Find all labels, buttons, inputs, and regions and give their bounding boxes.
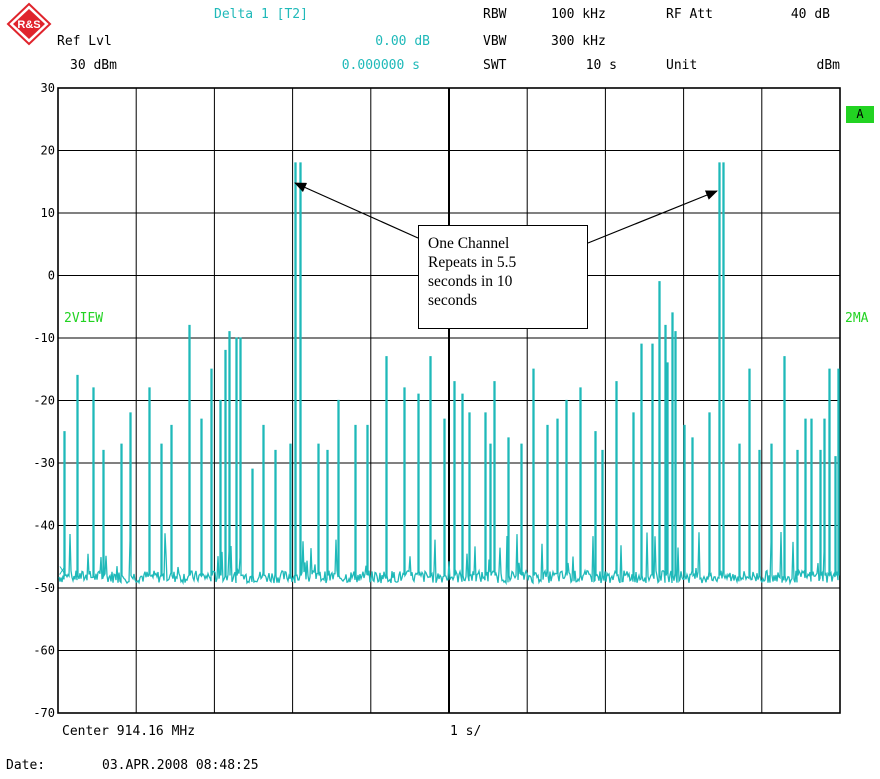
per-div-label: 1 s/ [450,724,482,739]
swt-label: SWT [483,58,507,73]
rbw-label: RBW [483,7,507,22]
right-view-label: 2MA [845,311,869,326]
y-tick-label: -30 [33,456,55,470]
rf-att-value: 40 dB [790,7,830,22]
trace-line [58,162,840,586]
marker-level: 0.00 dB [375,34,430,49]
y-tick-label: -10 [33,331,55,345]
y-tick-label: -60 [33,644,55,658]
y-tick-label: -40 [33,519,55,533]
rs-logo-icon: R&S [6,2,52,46]
logo-text: R&S [17,19,40,31]
date-label: Date: [6,758,46,773]
vbw-value: 300 kHz [551,34,606,49]
date-value: 03.APR.2008 08:48:25 [102,758,259,773]
y-tick-label: -70 [33,706,55,720]
left-view-label: 2VIEW [64,311,104,326]
vbw-label: VBW [483,34,507,49]
plot-grid [57,87,841,714]
y-tick-label: 20 [41,144,55,158]
y-tick-label: 30 [41,81,55,95]
trace-group: X [58,162,840,586]
unit-value: dBm [816,58,840,73]
annotation-callout: One Channel Repeats in 5.5 seconds in 10… [418,225,588,329]
arrow-right [587,190,718,244]
y-tick-label: -50 [33,581,55,595]
y-tick-label: 10 [41,206,55,220]
ref-lvl-value: 30 dBm [70,58,117,73]
y-tick-label: 0 [48,269,55,283]
center-freq-label: Center 914.16 MHz [62,724,196,739]
rbw-value: 100 kHz [551,7,606,22]
arrow-left [294,182,419,239]
ref-lvl-label: Ref Lvl [57,34,112,49]
callout-arrows [294,182,718,244]
marker-label: Delta 1 [T2] [214,7,308,22]
unit-label: Unit [666,58,698,73]
trace-start-marker: X [59,564,66,577]
swt-value: 10 s [585,58,617,73]
marker-time: 0.000000 s [341,58,420,73]
trace-a-badge: A [846,106,874,123]
rf-att-label: RF Att [666,7,713,22]
y-tick-labels: 30 20 10 0 -10 -20 -30 -40 -50 -60 -70 [33,81,55,720]
y-tick-label: -20 [33,394,55,408]
